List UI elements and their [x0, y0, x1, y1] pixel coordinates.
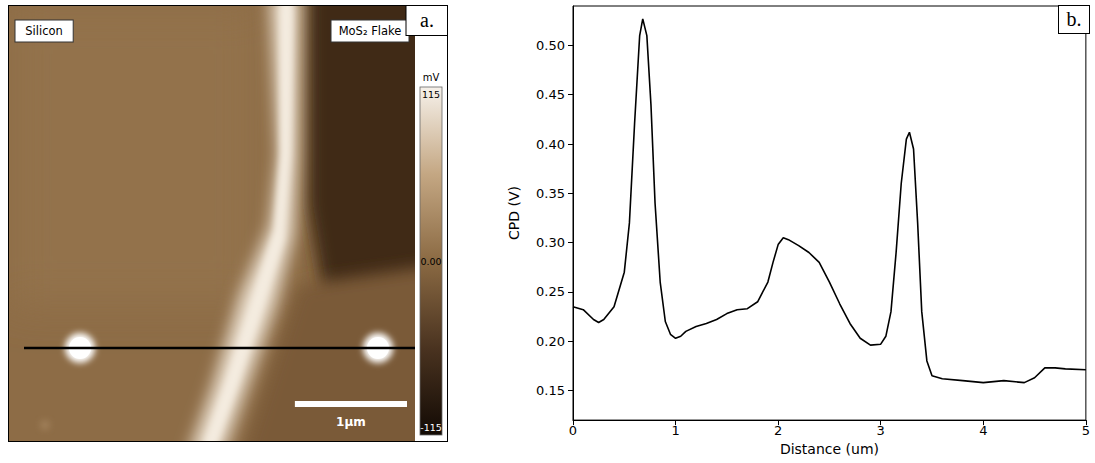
svg-text:0.00: 0.00: [420, 256, 441, 267]
svg-text:1: 1: [671, 423, 679, 438]
svg-text:0.50: 0.50: [536, 38, 565, 53]
svg-text:CPD (V): CPD (V): [506, 186, 522, 240]
html-text:b.: b.: [1066, 8, 1082, 30]
svg-text:0.40: 0.40: [536, 137, 565, 152]
svg-text:4: 4: [979, 423, 987, 438]
svg-text:a.: a.: [420, 9, 434, 31]
svg-text:0: 0: [569, 423, 577, 438]
svg-text:0.45: 0.45: [536, 87, 565, 102]
svg-text:0.35: 0.35: [536, 186, 565, 201]
svg-text:Distance (um): Distance (um): [780, 441, 879, 457]
svg-text:3: 3: [877, 423, 885, 438]
svg-text:mV: mV: [423, 72, 440, 83]
svg-text:Silicon: Silicon: [25, 24, 63, 38]
svg-text:2: 2: [774, 423, 782, 438]
svg-text:5: 5: [1082, 423, 1090, 438]
svg-text:0.20: 0.20: [536, 334, 565, 349]
svg-text:-115: -115: [420, 422, 442, 433]
svg-text:0.30: 0.30: [536, 235, 565, 250]
svg-text:0.25: 0.25: [536, 284, 565, 299]
svg-text:1µm: 1µm: [336, 415, 366, 429]
svg-text:MoS₂ Flake: MoS₂ Flake: [339, 24, 402, 38]
svg-text:0.15: 0.15: [536, 383, 565, 398]
svg-text:115: 115: [422, 89, 440, 100]
